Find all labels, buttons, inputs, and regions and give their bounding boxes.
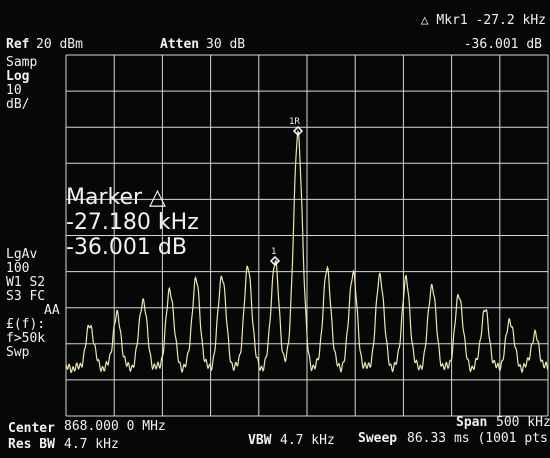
- sidebar-label: S3 FC: [6, 290, 45, 304]
- marker-ref-label: 1R: [289, 115, 300, 129]
- rbw-label: Res BW: [8, 438, 55, 452]
- ref-label: Ref: [6, 38, 29, 52]
- sidebar-label: 100: [6, 262, 29, 276]
- sidebar-label: Samp: [6, 56, 37, 70]
- sidebar-label: Log: [6, 70, 29, 84]
- span-label: Span: [456, 416, 487, 430]
- span-value: 500 kHz: [496, 416, 550, 430]
- marker-level: -36.001 dB: [464, 38, 542, 52]
- sidebar-label: f>50k: [6, 332, 45, 346]
- sweep-label: Sweep: [358, 432, 397, 446]
- vbw-label: VBW: [248, 434, 271, 448]
- marker-delta-label: 1: [271, 245, 276, 259]
- rbw-value: 4.7 kHz: [64, 438, 119, 452]
- marker-title: Marker △: [66, 186, 166, 210]
- sweep-value: 86.33 ms (1001 pts): [407, 432, 550, 446]
- sidebar-label: £(f):: [6, 318, 45, 332]
- vbw-value: 4.7 kHz: [280, 434, 335, 448]
- center-label: Center: [8, 422, 55, 436]
- sidebar-label: AA: [44, 304, 60, 318]
- marker-readout: △ Mkr1 -27.2 kHz: [421, 14, 546, 28]
- sidebar-label: W1 S2: [6, 276, 45, 290]
- center-value: 868.000 0 MHz: [64, 420, 166, 434]
- sidebar-label: Swp: [6, 346, 29, 360]
- ref-value: 20 dBm: [36, 38, 83, 52]
- sidebar-label: dB/: [6, 98, 29, 112]
- sidebar-label: LgAv: [6, 248, 37, 262]
- atten-label: Atten: [160, 38, 199, 52]
- marker-level-big: -36.001 dB: [66, 236, 187, 260]
- sidebar-label: 10: [6, 84, 22, 98]
- analyzer-screen: Ref 20 dBm Atten 30 dB △ Mkr1 -27.2 kHz …: [0, 0, 550, 458]
- atten-value: 30 dB: [206, 38, 245, 52]
- marker-frequency: -27.180 kHz: [66, 211, 199, 235]
